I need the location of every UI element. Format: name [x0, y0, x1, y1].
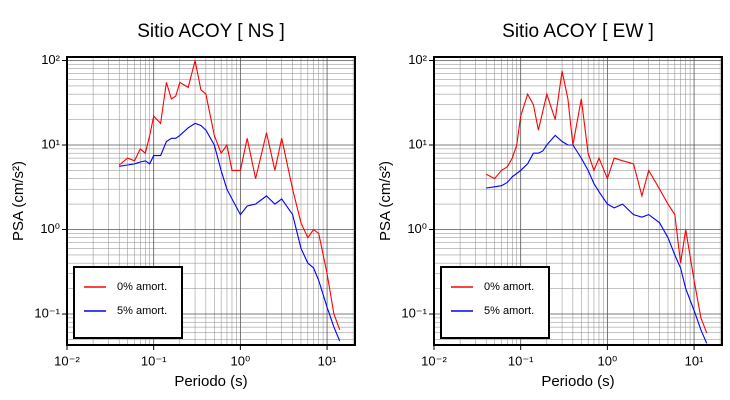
series-line — [485, 70, 708, 333]
x-tick-label: 10⁻² — [421, 353, 447, 368]
x-axis-label: Periodo (s) — [174, 373, 247, 390]
legend-box — [440, 266, 550, 339]
y-tick-label: 10¹ — [41, 136, 60, 151]
chart-title: Sitio ACOY [ EW ] — [502, 21, 654, 42]
x-tick-label: 10⁻¹ — [141, 353, 167, 368]
legend-label: 5% amort. — [484, 305, 534, 317]
legend-label: 0% amort. — [484, 281, 534, 293]
chart-title: Sitio ACOY [ NS ] — [137, 21, 284, 42]
x-tick-label: 10⁻¹ — [508, 353, 534, 368]
y-tick-label: 10¹ — [408, 136, 427, 151]
x-tick-label: 10⁰ — [598, 353, 618, 368]
y-axis-label: PSA (cm/s²) — [10, 161, 27, 241]
x-tick-label: 10⁰ — [231, 353, 251, 368]
series-line — [486, 134, 708, 344]
series-line — [119, 122, 341, 342]
x-axis-label: Periodo (s) — [541, 373, 614, 390]
x-tick-label: 10⁻² — [54, 353, 80, 368]
y-tick-label: 10⁻¹ — [34, 305, 60, 320]
legend-label: 0% amort. — [117, 281, 167, 293]
plot-frame — [66, 56, 356, 346]
y-tick-label: 10² — [408, 52, 427, 67]
panel: Sitio ACOY [ EW ] Periodo (s) PSA (cm/s²) 1… — [377, 21, 723, 390]
y-tick-label: 10⁰ — [407, 221, 427, 236]
series-line — [118, 60, 341, 330]
panel: Sitio ACOY [ NS ] Periodo (s) PSA (cm/s²) 1… — [10, 21, 356, 390]
plot-frame — [433, 56, 723, 346]
x-tick-label: 10¹ — [685, 353, 704, 368]
y-tick-label: 10⁻¹ — [401, 305, 427, 320]
y-axis-label: PSA (cm/s²) — [377, 161, 394, 241]
x-tick-label: 10¹ — [318, 353, 337, 368]
y-tick-label: 10⁰ — [40, 221, 60, 236]
legend-label: 5% amort. — [117, 305, 167, 317]
y-tick-label: 10² — [41, 52, 60, 67]
legend-box — [73, 266, 183, 339]
